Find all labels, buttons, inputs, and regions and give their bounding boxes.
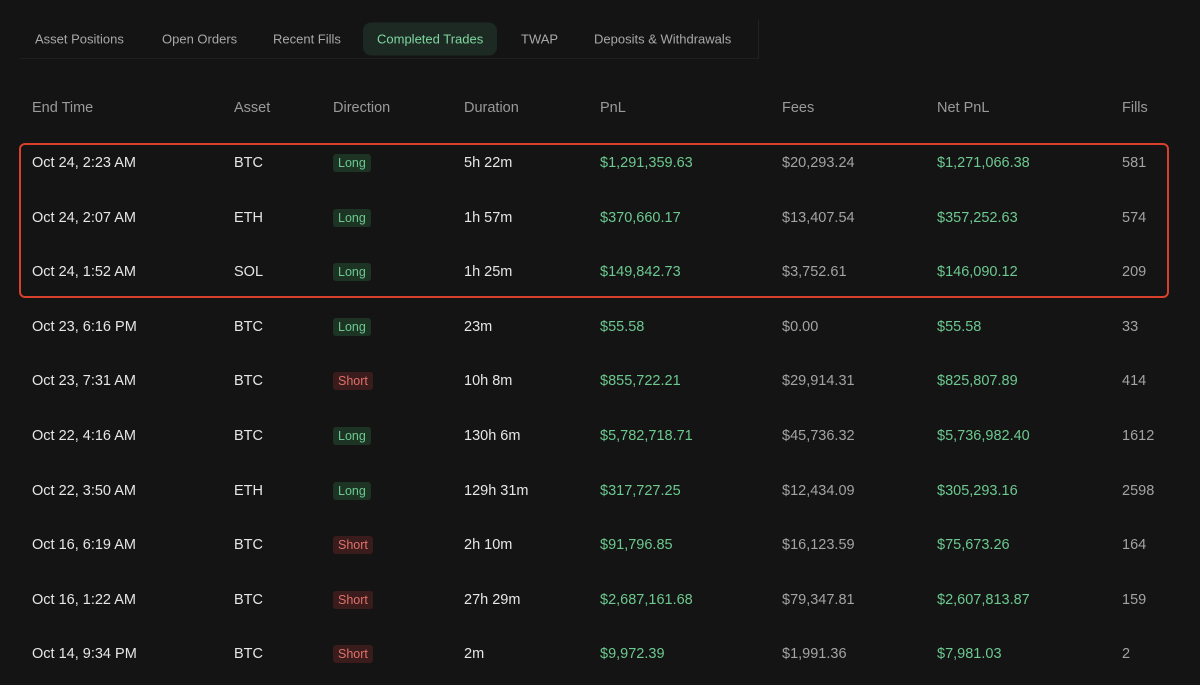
end-time: Oct 24, 2:23 AM bbox=[32, 155, 136, 171]
net-pnl: $1,271,066.38 bbox=[937, 155, 1030, 171]
duration: 1h 57m bbox=[464, 209, 513, 226]
column-header[interactable]: Fills bbox=[1122, 100, 1148, 116]
fills: 581 bbox=[1122, 155, 1147, 171]
net-pnl: $305,293.16 bbox=[937, 482, 1018, 499]
asset: BTC bbox=[234, 373, 263, 390]
fills: 33 bbox=[1122, 318, 1139, 335]
pnl: $317,727.25 bbox=[600, 482, 681, 499]
pnl: $370,660.17 bbox=[600, 209, 681, 226]
pnl: $9,972.39 bbox=[600, 646, 665, 663]
end-time: Oct 16, 1:22 AM bbox=[32, 591, 136, 608]
fills: 574 bbox=[1122, 209, 1147, 226]
duration: 2h 10m bbox=[464, 537, 513, 554]
tab[interactable]: Recent Fills bbox=[273, 31, 341, 47]
end-time: Oct 22, 3:50 AM bbox=[32, 482, 136, 499]
asset: BTC bbox=[234, 155, 263, 171]
duration: 1h 25m bbox=[464, 264, 513, 281]
net-pnl: $146,090.12 bbox=[937, 264, 1018, 281]
tab-bar bbox=[20, 20, 759, 59]
end-time: Oct 23, 6:16 PM bbox=[32, 318, 137, 335]
duration: 27h 29m bbox=[464, 591, 521, 608]
asset: ETH bbox=[234, 482, 263, 499]
fills: 414 bbox=[1122, 373, 1147, 390]
duration: 5h 22m bbox=[464, 155, 513, 171]
fills: 1612 bbox=[1122, 428, 1155, 444]
pnl: $149,842.73 bbox=[600, 264, 681, 281]
tab[interactable]: TWAP bbox=[521, 31, 559, 47]
column-header[interactable]: Net PnL bbox=[937, 100, 990, 116]
asset: BTC bbox=[234, 646, 263, 663]
net-pnl: $55.58 bbox=[937, 318, 982, 335]
fees: $45,736.32 bbox=[782, 428, 855, 444]
duration: 130h 6m bbox=[464, 428, 521, 444]
duration: 129h 31m bbox=[464, 482, 529, 499]
fees: $12,434.09 bbox=[782, 482, 855, 499]
net-pnl: $75,673.26 bbox=[937, 537, 1010, 554]
end-time: Oct 22, 4:16 AM bbox=[32, 428, 136, 444]
fills: 159 bbox=[1122, 591, 1147, 608]
fills: 2 bbox=[1122, 646, 1131, 663]
tab[interactable]: Completed Trades bbox=[363, 22, 498, 56]
net-pnl: $7,981.03 bbox=[937, 646, 1002, 663]
column-header[interactable]: Direction bbox=[333, 100, 391, 116]
column-header[interactable]: Duration bbox=[464, 100, 519, 116]
fees: $1,991.36 bbox=[782, 646, 847, 663]
fees: $0.00 bbox=[782, 318, 819, 335]
asset: SOL bbox=[234, 264, 264, 281]
column-header[interactable]: PnL bbox=[600, 100, 626, 116]
direction-badge: Short bbox=[333, 590, 373, 609]
column-header[interactable]: End Time bbox=[32, 100, 94, 116]
fees: $29,914.31 bbox=[782, 373, 855, 390]
pnl: $91,796.85 bbox=[600, 537, 673, 554]
direction-badge: Short bbox=[333, 536, 373, 555]
fees: $13,407.54 bbox=[782, 209, 855, 226]
fills: 2598 bbox=[1122, 482, 1155, 499]
highlight-box bbox=[19, 143, 1169, 298]
fills: 209 bbox=[1122, 264, 1147, 281]
fees: $20,293.24 bbox=[782, 155, 855, 171]
net-pnl: $2,607,813.87 bbox=[937, 591, 1030, 608]
net-pnl: $5,736,982.40 bbox=[937, 428, 1030, 444]
end-time: Oct 14, 9:34 PM bbox=[32, 646, 137, 663]
fees: $3,752.61 bbox=[782, 264, 847, 281]
direction-badge: Long bbox=[333, 263, 371, 282]
column-header[interactable]: Fees bbox=[782, 100, 815, 116]
pnl: $5,782,718.71 bbox=[600, 428, 693, 444]
pnl: $2,687,161.68 bbox=[600, 591, 693, 608]
fees: $16,123.59 bbox=[782, 537, 855, 554]
fees: $79,347.81 bbox=[782, 591, 855, 608]
direction-badge: Long bbox=[333, 317, 371, 336]
tab[interactable]: Asset Positions bbox=[35, 31, 124, 47]
end-time: Oct 16, 6:19 AM bbox=[32, 537, 136, 554]
duration: 23m bbox=[464, 318, 493, 335]
fills: 164 bbox=[1122, 537, 1147, 554]
net-pnl: $357,252.63 bbox=[937, 209, 1018, 226]
column-header[interactable]: Asset bbox=[234, 100, 271, 116]
asset: BTC bbox=[234, 428, 263, 444]
net-pnl: $825,807.89 bbox=[937, 373, 1018, 390]
direction-badge: Long bbox=[333, 154, 371, 172]
direction-badge: Short bbox=[333, 645, 373, 664]
asset: BTC bbox=[234, 318, 263, 335]
end-time: Oct 23, 7:31 AM bbox=[32, 373, 136, 390]
direction-badge: Short bbox=[333, 372, 373, 391]
asset: ETH bbox=[234, 209, 263, 226]
asset: BTC bbox=[234, 591, 263, 608]
direction-badge: Long bbox=[333, 481, 371, 500]
end-time: Oct 24, 2:07 AM bbox=[32, 209, 136, 226]
end-time: Oct 24, 1:52 AM bbox=[32, 264, 136, 281]
duration: 10h 8m bbox=[464, 373, 513, 390]
pnl: $55.58 bbox=[600, 318, 645, 335]
direction-badge: Long bbox=[333, 208, 371, 227]
pnl: $1,291,359.63 bbox=[600, 155, 693, 171]
asset: BTC bbox=[234, 537, 263, 554]
tab[interactable]: Open Orders bbox=[162, 31, 238, 47]
tab[interactable]: Deposits & Withdrawals bbox=[594, 31, 732, 47]
pnl: $855,722.21 bbox=[600, 373, 681, 390]
direction-badge: Long bbox=[333, 427, 371, 445]
duration: 2m bbox=[464, 646, 485, 663]
